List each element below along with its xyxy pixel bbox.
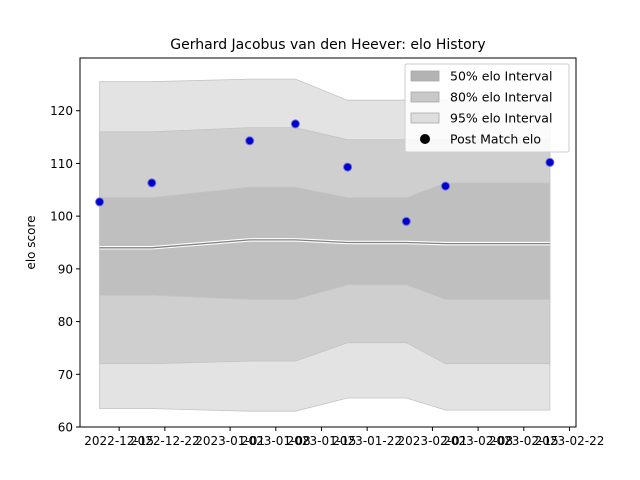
axes-frame <box>79 57 577 428</box>
x-tick-label: 2022-12-22 <box>130 434 200 448</box>
legend-box <box>404 63 570 153</box>
x-tick-label: 2023-02-15 <box>489 434 559 448</box>
post-match-point <box>343 162 353 172</box>
y-tick-label: 90 <box>58 262 73 276</box>
legend: 50% elo Interval 80% elo Interval 95% elo … <box>404 63 570 153</box>
legend-label: 50% elo Interval <box>450 69 552 84</box>
y-tick-label: 60 <box>58 421 73 435</box>
y-tick-label: 110 <box>50 157 73 171</box>
post-match-point <box>401 216 411 226</box>
post-match-point <box>245 136 255 146</box>
post-match-point <box>147 178 157 188</box>
legend-swatch <box>410 70 440 82</box>
y-tick-label: 100 <box>50 210 73 224</box>
post-match-point <box>95 197 105 207</box>
x-tick-label: 2023-02-08 <box>443 434 513 448</box>
x-axis-ticks: 2022-12-152022-12-222023-01-012023-01-08… <box>84 427 604 448</box>
y-tick-label: 80 <box>58 315 73 329</box>
x-tick-label: 2023-01-01 <box>195 434 265 448</box>
legend-label: Post Match elo <box>450 132 541 147</box>
legend-label: 95% elo Interval <box>450 111 552 126</box>
post-match-point <box>290 119 300 129</box>
x-tick-label: 2023-01-22 <box>332 434 402 448</box>
y-axis-ticks: 60 70 80 90 100 110 120 <box>50 104 80 435</box>
legend-swatch <box>410 112 440 124</box>
x-tick-label: 2023-02-01 <box>398 434 468 448</box>
mean-elo-line <box>99 238 550 250</box>
y-axis-label: elo score <box>24 215 38 269</box>
chart-title: Gerhard Jacobus van den Heever: elo Hist… <box>170 37 485 53</box>
mean-line-path <box>99 239 550 249</box>
x-tick-label: 2022-12-15 <box>84 434 154 448</box>
x-tick-label: 2023-01-15 <box>287 434 357 448</box>
y-tick-label: 70 <box>58 368 73 382</box>
legend-label: 80% elo Interval <box>450 90 552 105</box>
post-match-point <box>441 181 450 191</box>
post-match-point <box>545 157 555 167</box>
legend-swatch <box>410 91 440 103</box>
legend-marker <box>420 134 430 144</box>
x-tick-label: 2023-02-22 <box>535 434 605 448</box>
x-tick-label: 2023-01-08 <box>241 434 311 448</box>
post-match-points <box>95 119 555 226</box>
y-tick-label: 120 <box>50 104 73 118</box>
